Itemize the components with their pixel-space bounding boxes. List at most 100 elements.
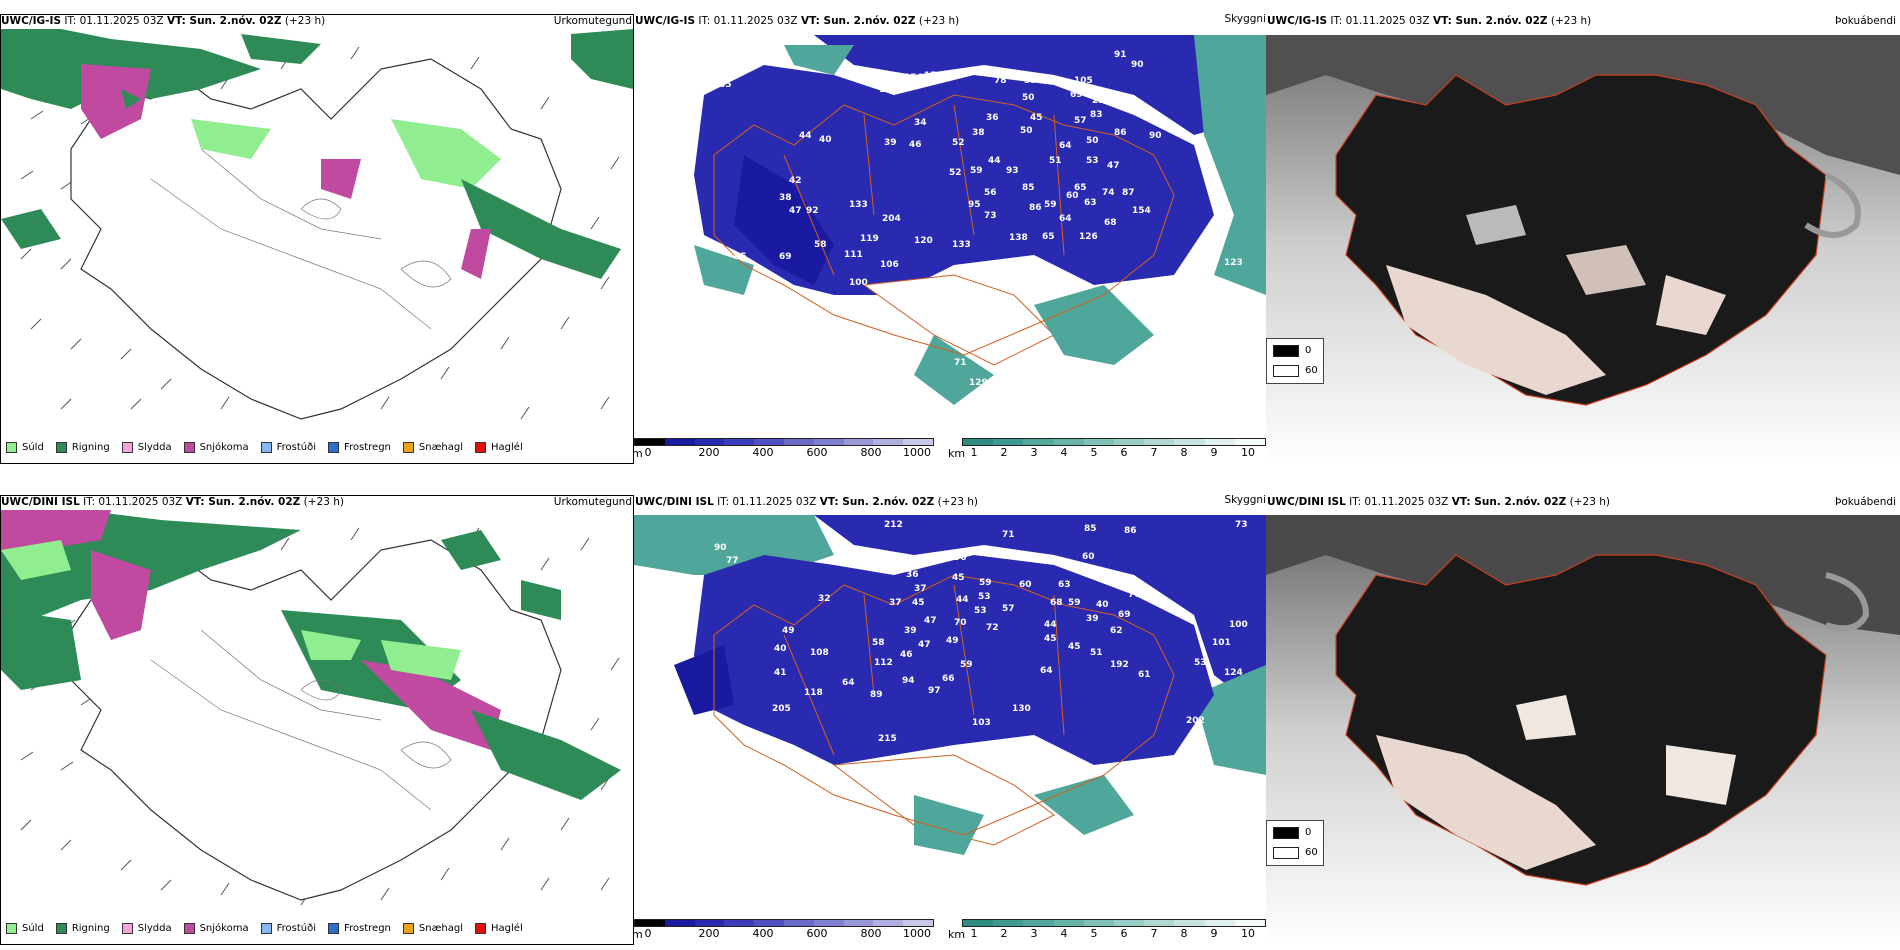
model-name: UWC/IG-IS xyxy=(1,15,62,27)
rain-area-north xyxy=(241,34,321,64)
svg-text:55: 55 xyxy=(1026,553,1039,563)
svg-text:124: 124 xyxy=(1224,668,1243,678)
svg-text:40: 40 xyxy=(819,135,832,145)
svg-text:60: 60 xyxy=(1082,552,1095,562)
svg-text:47: 47 xyxy=(924,616,937,626)
legend-swatch xyxy=(328,442,339,453)
legend-item-drizzle: Súld xyxy=(6,923,44,934)
svg-text:36: 36 xyxy=(906,570,919,580)
svg-text:39: 39 xyxy=(1086,614,1099,624)
low-ceiling-sea-north xyxy=(814,515,1266,715)
svg-text:76: 76 xyxy=(1128,590,1141,600)
svg-text:44: 44 xyxy=(988,156,1001,166)
svg-text:71: 71 xyxy=(954,358,967,368)
forecast-offset: (+23 h) xyxy=(937,496,978,508)
svg-text:165: 165 xyxy=(879,85,898,95)
svg-text:45: 45 xyxy=(952,573,965,583)
svg-text:42: 42 xyxy=(789,176,802,186)
svg-text:154: 154 xyxy=(904,73,923,83)
svg-text:70: 70 xyxy=(954,618,967,628)
svg-text:60: 60 xyxy=(1019,580,1032,590)
legend-item-sleet: Slydda xyxy=(121,442,172,453)
valid-time: VT: Sun. 2.nóv. 02Z xyxy=(800,15,916,27)
svg-text:53: 53 xyxy=(1086,156,1099,166)
svg-text:106: 106 xyxy=(880,260,899,270)
rain-area-east xyxy=(461,179,621,279)
svg-text:61: 61 xyxy=(1138,670,1151,680)
panel-title: Úrkomutegund xyxy=(553,15,632,27)
svg-text:44: 44 xyxy=(799,131,812,141)
ceiling-colorbar-strip xyxy=(634,438,934,446)
svg-text:64: 64 xyxy=(1059,214,1072,224)
svg-text:47: 47 xyxy=(1107,161,1120,171)
legend-swatch xyxy=(260,442,272,453)
svg-text:133: 133 xyxy=(849,200,868,210)
svg-text:108: 108 xyxy=(810,648,829,658)
visibility-colorbar: km 1 2 3 4 5 6 7 8 9 10 xyxy=(948,438,1266,460)
svg-text:45: 45 xyxy=(1068,642,1081,652)
svg-text:112: 112 xyxy=(874,658,893,668)
svg-text:71: 71 xyxy=(1002,530,1015,540)
svg-text:97: 97 xyxy=(928,686,941,696)
drizzle-area-2 xyxy=(391,119,501,189)
svg-text:73: 73 xyxy=(1235,520,1248,530)
svg-text:90: 90 xyxy=(714,543,727,553)
legend-swatch xyxy=(328,923,339,934)
svg-text:38: 38 xyxy=(972,128,985,138)
svg-text:37: 37 xyxy=(889,598,902,608)
svg-text:68: 68 xyxy=(1104,218,1117,228)
svg-text:37: 37 xyxy=(914,584,927,594)
ceiling-labels: 212 71 85 86 73 90 126 96 55 60 77 36 37… xyxy=(714,520,1248,748)
svg-text:86: 86 xyxy=(1114,128,1127,138)
legend-swatch xyxy=(55,442,67,453)
top-fog-header: UWC/IG-IS IT: 01.11.2025 03Z VT: Sun. 2.… xyxy=(1267,14,1591,29)
top-precip-frame xyxy=(0,14,634,464)
svg-text:215: 215 xyxy=(878,734,897,744)
precip-legend: Súld Rigning Slydda Snjókoma Frostúði Fr… xyxy=(6,442,535,453)
svg-text:69: 69 xyxy=(1070,90,1083,100)
legend-item-snow: Snjókoma xyxy=(183,442,249,453)
legend-item-drizzle: Súld xyxy=(6,442,44,453)
bottom-fog-panel: UWC/DINI ISL IT: 01.11.2025 03Z VT: Sun.… xyxy=(1266,495,1900,945)
bottom-vis-header: UWC/DINI ISL IT: 01.11.2025 03Z VT: Sun.… xyxy=(635,495,978,510)
svg-text:49: 49 xyxy=(782,626,795,636)
issue-time: IT: 01.11.2025 03Z xyxy=(717,496,817,508)
forecast-offset: (+23 h) xyxy=(918,15,960,27)
svg-text:56: 56 xyxy=(984,188,997,198)
bottom-fog-header: UWC/DINI ISL IT: 01.11.2025 03Z VT: Sun.… xyxy=(1267,495,1610,510)
svg-text:111: 111 xyxy=(844,250,863,260)
svg-text:32: 32 xyxy=(818,594,831,604)
legend-swatch xyxy=(260,923,272,934)
svg-text:50: 50 xyxy=(1086,136,1099,146)
top-vis-panel: UWC/IG-IS IT: 01.11.2025 03Z VT: Sun. 2.… xyxy=(634,14,1268,464)
svg-text:65: 65 xyxy=(719,80,732,90)
svg-text:126: 126 xyxy=(1079,232,1098,242)
svg-text:91: 91 xyxy=(1114,50,1127,60)
issue-time: IT: 01.11.2025 03Z xyxy=(1349,496,1449,508)
legend-item-hail: Haglél xyxy=(475,442,523,453)
svg-text:62: 62 xyxy=(1110,626,1123,636)
svg-text:47: 47 xyxy=(918,640,931,650)
valid-time: VT: Sun. 2.nóv. 02Z xyxy=(1451,496,1567,508)
svg-text:138: 138 xyxy=(1009,233,1028,243)
ceiling-labels: 91 90 65 154 156 165 78 59 105 50 69 294… xyxy=(719,50,1243,418)
svg-text:294: 294 xyxy=(1092,96,1111,106)
svg-text:45: 45 xyxy=(912,598,925,608)
svg-text:78: 78 xyxy=(994,76,1007,86)
valid-time: VT: Sun. 2.nóv. 02Z xyxy=(166,15,282,27)
svg-text:39: 39 xyxy=(884,138,897,148)
svg-text:89: 89 xyxy=(870,690,883,700)
svg-text:73: 73 xyxy=(984,211,997,221)
legend-item-freezing-drizzle: Frostúði xyxy=(260,442,316,453)
svg-text:64: 64 xyxy=(1040,666,1053,676)
svg-text:133: 133 xyxy=(952,240,971,250)
legend-item-rain: Rigning xyxy=(55,442,110,453)
visibility-colorbar-strip xyxy=(962,919,1266,927)
snow-area-east xyxy=(461,229,491,279)
svg-text:58: 58 xyxy=(872,638,885,648)
legend-item-snow-pellets: Snæhagl xyxy=(402,442,463,453)
svg-text:87: 87 xyxy=(1122,188,1135,198)
panel-title: Þokuábendi xyxy=(1835,15,1896,27)
legend-swatch xyxy=(6,442,17,453)
svg-text:50: 50 xyxy=(1020,126,1033,136)
